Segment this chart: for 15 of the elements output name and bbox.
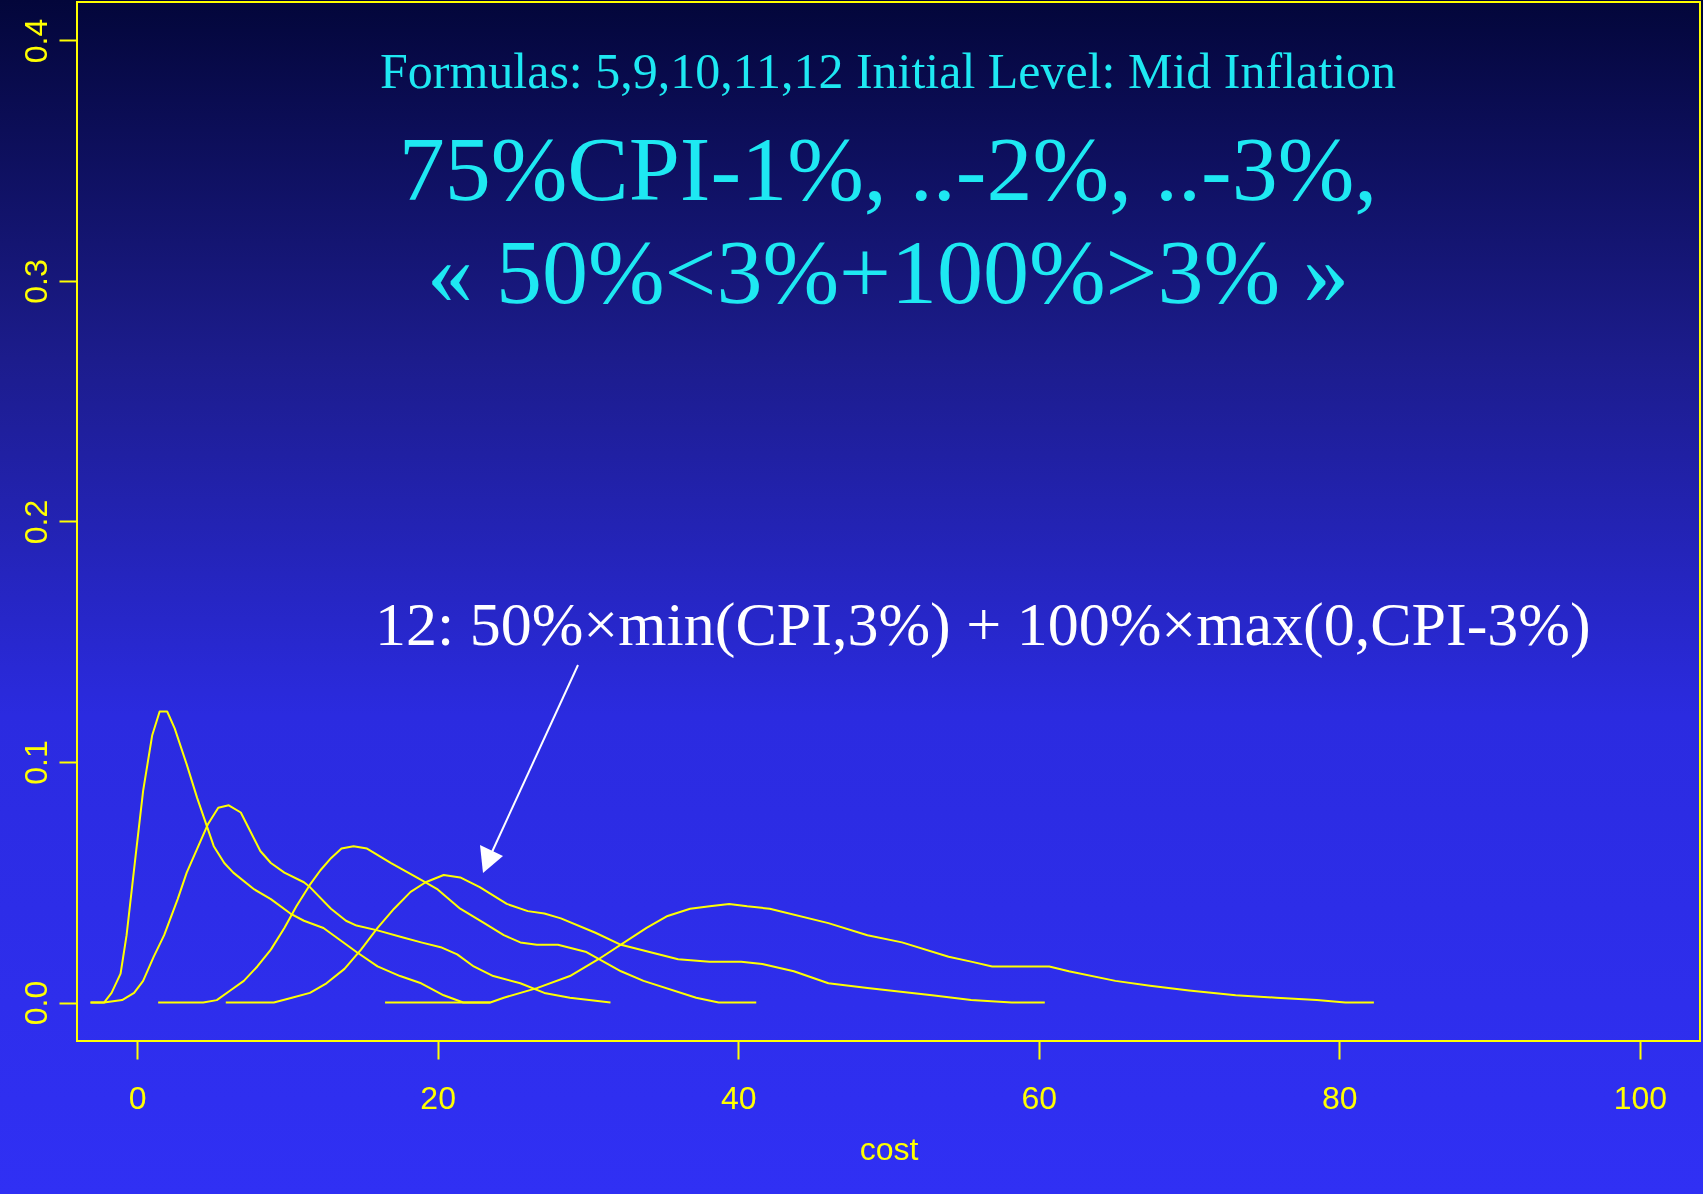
- y-tick-label: 0.2: [17, 499, 54, 545]
- x-tick-label: 60: [1021, 1079, 1058, 1116]
- x-tick-label: 40: [720, 1079, 757, 1116]
- text: 75%CPI-1%, ..-2%, ..-3%, « 50%<3%+100%>3% »: [398, 118, 1378, 323]
- x-tick-label: 0: [128, 1079, 147, 1116]
- y-tick-label: 0.3: [17, 259, 54, 304]
- y-tick-label: 0.1: [17, 740, 54, 785]
- y-tick-label: 0.4: [17, 18, 54, 64]
- y-tick-label: 0.0: [17, 980, 54, 1026]
- x-tick-label: 20: [420, 1079, 456, 1116]
- text: Formulas: 5,9,10,11,12 Initial Level: Mid Inflation: [379, 43, 1397, 99]
- annotation: 12: 50%×min(CPI,3%) + 100%×max(0,CPI-3%): [375, 590, 1591, 659]
- x-axis-title: cost: [859, 1130, 919, 1167]
- x-tick-label: 100: [1613, 1079, 1668, 1116]
- x-tick-label: 80: [1322, 1079, 1358, 1116]
